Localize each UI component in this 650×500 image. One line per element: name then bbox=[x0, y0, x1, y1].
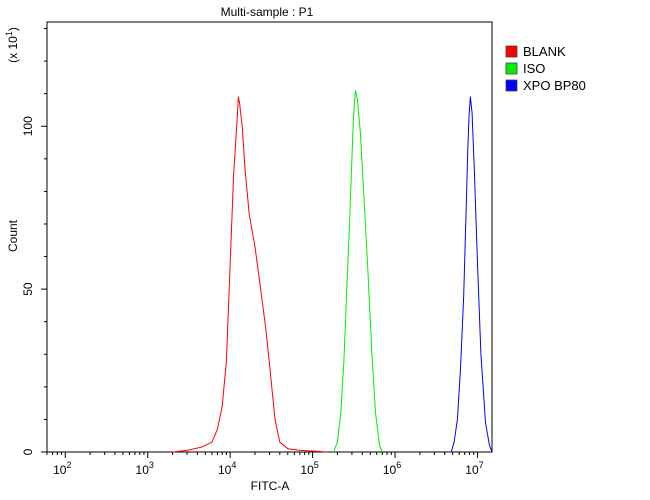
y-tick-label: 50 bbox=[21, 282, 35, 296]
x-tick-label: 102 bbox=[53, 460, 71, 477]
legend-swatch bbox=[505, 45, 518, 58]
series-line-iso bbox=[333, 89, 383, 453]
y-multiplier-close: ) bbox=[6, 27, 20, 31]
y-tick-label: 100 bbox=[21, 116, 35, 136]
series-line-blank bbox=[172, 96, 328, 453]
chart-title: Multi-sample : P1 bbox=[221, 5, 314, 19]
y-multiplier-label: (x 101) bbox=[4, 27, 20, 63]
x-tick-exp: 2 bbox=[66, 460, 71, 470]
y-axis-label: Count bbox=[6, 219, 20, 252]
x-tick-label: 106 bbox=[383, 460, 401, 477]
x-tick-label: 104 bbox=[218, 460, 236, 477]
legend-label: ISO bbox=[523, 61, 545, 76]
legend-label: XPO BP80 bbox=[523, 78, 586, 93]
x-tick-label: 107 bbox=[465, 460, 483, 477]
x-tick-base: 10 bbox=[218, 463, 232, 477]
x-tick-base: 10 bbox=[300, 463, 314, 477]
legend-label: BLANK bbox=[523, 44, 566, 59]
x-tick-exp: 3 bbox=[149, 460, 154, 470]
x-tick-exp: 7 bbox=[479, 460, 484, 470]
x-tick-label: 103 bbox=[136, 460, 154, 477]
x-tick-exp: 4 bbox=[231, 460, 236, 470]
plot-frame bbox=[46, 21, 493, 453]
x-tick-exp: 6 bbox=[396, 460, 401, 470]
x-tick-base: 10 bbox=[53, 463, 67, 477]
x-tick-exp: 5 bbox=[314, 460, 319, 470]
x-tick-label: 105 bbox=[300, 460, 318, 477]
x-tick-base: 10 bbox=[465, 463, 479, 477]
legend: BLANK ISO XPO BP80 bbox=[505, 44, 586, 93]
y-tick-label: 0 bbox=[21, 448, 35, 455]
x-axis-label: FITC-A bbox=[251, 479, 290, 493]
legend-swatch bbox=[505, 79, 518, 92]
x-tick-base: 10 bbox=[383, 463, 397, 477]
x-tick-base: 10 bbox=[136, 463, 150, 477]
series-layer bbox=[172, 89, 493, 453]
series-line-xpo-bp80 bbox=[450, 96, 493, 453]
y-multiplier-open: (x 10 bbox=[6, 36, 20, 63]
legend-swatch bbox=[505, 62, 518, 75]
y-multiplier-exp: 1 bbox=[4, 31, 14, 36]
